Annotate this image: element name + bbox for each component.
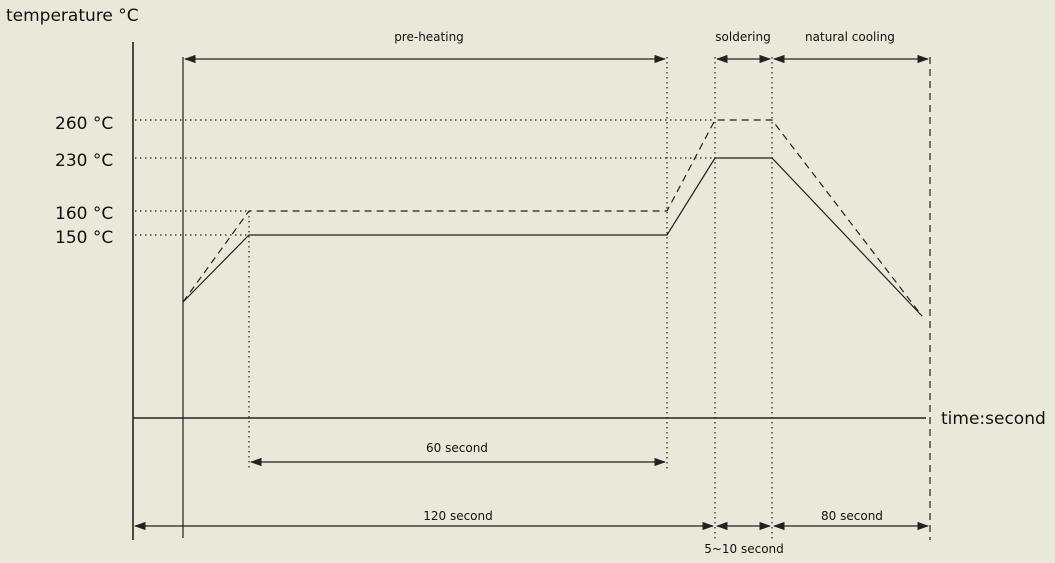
y-tick-260: 260 °C [55,114,113,134]
duration-5-10-label: 5~10 second [704,542,784,556]
solid-profile-line [182,157,923,317]
phase-label-pre-heating: pre-heating [394,30,464,44]
y-tick-160: 160 °C [55,204,113,224]
phase-label-natural-cooling: natural cooling [805,30,895,44]
phase-label-soldering: soldering [715,30,770,44]
y-axis-title: temperature °C [6,6,139,26]
dashed-profile-line [182,119,923,317]
duration-60-label: 60 second [426,441,488,455]
duration-120-label: 120 second [423,509,493,523]
duration-80-label: 80 second [821,509,883,523]
y-tick-150: 150 °C [55,228,113,248]
y-tick-230: 230 °C [55,151,113,171]
x-axis-title: time:second [941,409,1046,429]
